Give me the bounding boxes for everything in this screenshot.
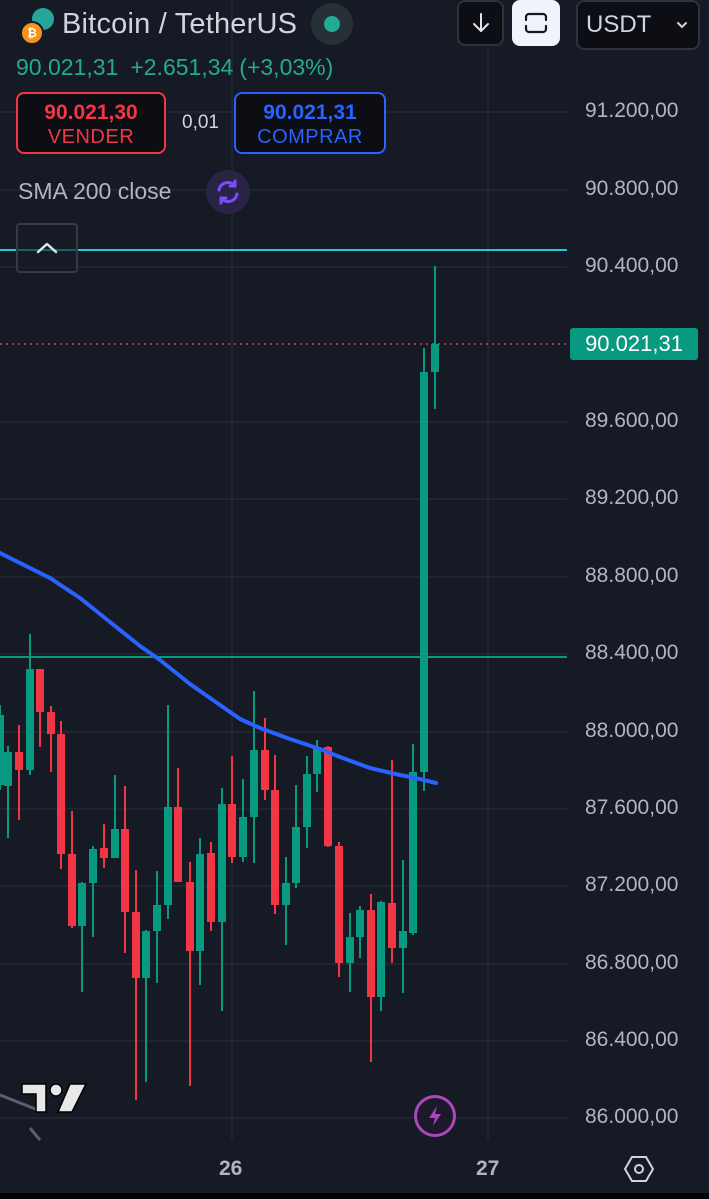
candle-up [420, 372, 428, 772]
sell-label: VENDER [47, 126, 135, 148]
candle-down [57, 734, 65, 854]
candle-up [313, 747, 321, 774]
currency-value: USDT [586, 11, 652, 38]
currency-select[interactable]: USDT [576, 0, 700, 50]
candle-up [431, 344, 439, 372]
candle-up [292, 827, 300, 883]
spread-value: 0,01 [182, 112, 219, 133]
candle-down [68, 854, 76, 926]
price-axis-label: 90.400,00 [585, 254, 679, 277]
sell-button[interactable]: 90.021,30 VENDER [16, 92, 166, 154]
price-summary: 90.021,31 +2.651,34 (+3,03%) [16, 54, 345, 81]
candle-up [409, 772, 417, 933]
market-status-indicator[interactable] [311, 3, 354, 45]
candle-up [142, 931, 150, 978]
candle-up [239, 817, 247, 857]
candle-up [0, 715, 4, 785]
time-label-26: 26 [219, 1157, 243, 1180]
symbol-header[interactable]: ₿ Bitcoin / TetherUS [18, 3, 354, 45]
candle-up [282, 883, 290, 905]
indicator-legend-sma[interactable]: SMA 200 close [18, 178, 172, 204]
candle-up [356, 910, 364, 937]
price-axis-label: 89.600,00 [585, 409, 679, 432]
candle-up [399, 931, 407, 948]
price-axis-label: 86.400,00 [585, 1028, 679, 1051]
price-axis-label: 90.800,00 [585, 177, 679, 200]
hexagon-settings-icon [624, 1156, 654, 1182]
candle-up [303, 774, 311, 827]
sell-price: 90.021,30 [44, 101, 138, 124]
price-axis-label: 91.200,00 [585, 99, 679, 122]
candle-down [207, 853, 215, 922]
candle-down [186, 882, 194, 951]
price-axis-label: 87.600,00 [585, 796, 679, 819]
candle-down [47, 712, 55, 734]
bolt-button[interactable] [414, 1095, 456, 1137]
price-axis-label: 87.200,00 [585, 873, 679, 896]
arrow-down-icon [472, 13, 489, 32]
bottom-bar [0, 1193, 709, 1199]
last-price: 90.021,31 [16, 54, 119, 80]
candle-up [250, 750, 258, 817]
buy-price: 90.021,31 [263, 101, 357, 124]
chevron-up-icon [36, 242, 58, 254]
price-change: +2.651,34 [130, 54, 234, 80]
chevron-down-icon [677, 22, 687, 29]
candle-down [335, 846, 343, 963]
candle-up [4, 752, 12, 786]
sma-200-line [0, 551, 438, 785]
buy-button[interactable]: 90.021,31 COMPRAR [234, 92, 386, 154]
price-axis-label: 89.200,00 [585, 486, 679, 509]
candle-down [388, 903, 396, 948]
candle-up [346, 937, 354, 963]
candle-down [174, 807, 182, 882]
price-change-percent: (+3,03%) [239, 54, 334, 80]
candle-down [100, 848, 108, 858]
candle-up [153, 905, 161, 931]
candle-down [271, 790, 279, 905]
candle-up [164, 807, 172, 905]
symbol-title: Bitcoin / TetherUS [62, 7, 298, 40]
candle-down [132, 912, 140, 978]
candle-down [36, 669, 44, 712]
tradingview-logo [18, 1080, 88, 1121]
candle-down [228, 804, 236, 857]
pair-icons: ₿ [18, 4, 62, 45]
time-label-27: 27 [476, 1157, 500, 1180]
price-axis-label: 86.800,00 [585, 951, 679, 974]
candle-up [89, 849, 97, 883]
candle-up [111, 829, 119, 858]
candle-down [324, 747, 332, 846]
candle-down [261, 750, 269, 790]
price-axis-label: 88.400,00 [585, 641, 679, 664]
collapse-legend-button[interactable] [16, 223, 78, 273]
candle-up [196, 854, 204, 951]
price-axis-label: 86.000,00 [585, 1105, 679, 1128]
candle-up [26, 669, 34, 770]
buy-label: COMPRAR [257, 126, 363, 148]
candle-down [367, 910, 375, 997]
candle-up [218, 804, 226, 922]
chart-settings-button[interactable] [622, 1152, 656, 1186]
lightning-bolt-icon [429, 1106, 441, 1126]
drawing-tool-handle [0, 1093, 39, 1112]
price-axis-label: 88.000,00 [585, 719, 679, 742]
screenshot-button[interactable] [512, 0, 560, 46]
last-price-tag: 90.021,31 [570, 328, 698, 360]
live-dot-icon [324, 16, 341, 32]
candle-down [15, 752, 23, 770]
refresh-sync-icon [217, 179, 239, 205]
indicator-refresh-button[interactable] [206, 170, 250, 214]
download-button[interactable] [457, 0, 504, 46]
bitcoin-icon: ₿ [20, 21, 44, 45]
candle-down [121, 829, 129, 912]
screenshot-frame-icon [524, 12, 548, 34]
candle-up [78, 883, 86, 926]
drawing-tool-handle [28, 1127, 42, 1141]
candle-up [377, 902, 385, 997]
price-axis-label: 88.800,00 [585, 564, 679, 587]
